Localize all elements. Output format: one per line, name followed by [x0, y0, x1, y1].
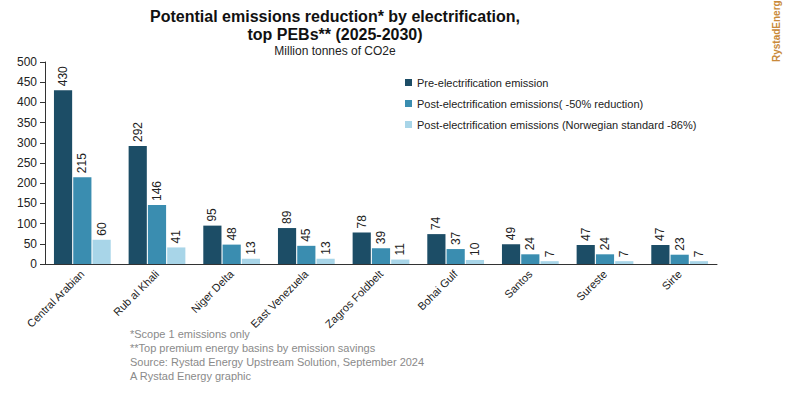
svg-text:39: 39	[374, 231, 388, 245]
svg-text:13: 13	[244, 241, 258, 255]
svg-text:Post-electrification emissions: Post-electrification emissions (Norwegia…	[417, 119, 696, 131]
svg-text:Niger Delta: Niger Delta	[189, 267, 237, 315]
svg-text:47: 47	[579, 227, 593, 241]
svg-text:37: 37	[449, 231, 463, 245]
svg-text:100: 100	[17, 217, 37, 231]
svg-text:Rub al Khali: Rub al Khali	[111, 268, 161, 318]
svg-text:430: 430	[56, 66, 70, 86]
svg-text:Santos: Santos	[502, 267, 535, 300]
svg-text:top PEBs** (2025-2030): top PEBs** (2025-2030)	[247, 26, 422, 43]
svg-text:350: 350	[17, 116, 37, 130]
svg-text:250: 250	[17, 156, 37, 170]
svg-text:49: 49	[504, 227, 518, 241]
svg-text:500: 500	[17, 55, 37, 69]
svg-text:292: 292	[131, 122, 145, 142]
svg-text:11: 11	[393, 243, 407, 256]
svg-text:150: 150	[17, 196, 37, 210]
svg-text:48: 48	[225, 227, 239, 241]
svg-text:Sureste: Sureste	[574, 268, 609, 303]
svg-text:7: 7	[543, 250, 557, 257]
svg-text:24: 24	[523, 237, 537, 251]
svg-text:Source: Rystad Energy Upstream: Source: Rystad Energy Upstream Solution,…	[130, 356, 424, 368]
svg-text:**Top premium energy basins by: **Top premium energy basins by emission …	[130, 342, 376, 354]
svg-text:13: 13	[319, 241, 333, 255]
svg-text:24: 24	[598, 237, 612, 251]
svg-text:23: 23	[673, 237, 687, 251]
svg-text:41: 41	[169, 230, 183, 244]
svg-text:Zagros Foldbelt: Zagros Foldbelt	[323, 268, 385, 330]
svg-text:450: 450	[17, 75, 37, 89]
svg-text:7: 7	[617, 250, 631, 257]
svg-text:47: 47	[653, 227, 667, 241]
svg-text:10: 10	[468, 242, 482, 256]
svg-text:45: 45	[299, 228, 313, 242]
svg-text:Potential emissions reduction*: Potential emissions reduction* by electr…	[150, 8, 520, 25]
svg-text:*Scope 1 emissions only: *Scope 1 emissions only	[130, 328, 250, 340]
svg-text:Sirte: Sirte	[659, 268, 683, 292]
svg-text:200: 200	[17, 176, 37, 190]
svg-text:78: 78	[355, 215, 369, 229]
svg-text:400: 400	[17, 95, 37, 109]
svg-text:50: 50	[24, 237, 38, 251]
svg-text:300: 300	[17, 136, 37, 150]
svg-text:Pre-electrification emission: Pre-electrification emission	[417, 77, 548, 89]
svg-text:215: 215	[75, 153, 89, 173]
svg-text:0: 0	[30, 257, 37, 271]
svg-text:East Venezuela: East Venezuela	[248, 267, 311, 330]
svg-text:Million tonnes of CO2e: Million tonnes of CO2e	[274, 44, 396, 58]
svg-text:74: 74	[429, 216, 443, 230]
svg-text:95: 95	[205, 208, 219, 222]
svg-text:RystadEnergy: RystadEnergy	[771, 0, 782, 62]
svg-text:7: 7	[692, 250, 706, 257]
svg-text:60: 60	[95, 222, 109, 236]
svg-text:146: 146	[150, 181, 164, 201]
svg-text:Post-electrification emissions: Post-electrification emissions( -50% red…	[417, 98, 643, 110]
svg-text:A Rystad Energy graphic: A Rystad Energy graphic	[130, 370, 252, 382]
svg-text:89: 89	[280, 210, 294, 224]
svg-text:Central Arabian: Central Arabian	[25, 268, 87, 330]
svg-text:Bohai Gulf: Bohai Gulf	[415, 267, 460, 312]
